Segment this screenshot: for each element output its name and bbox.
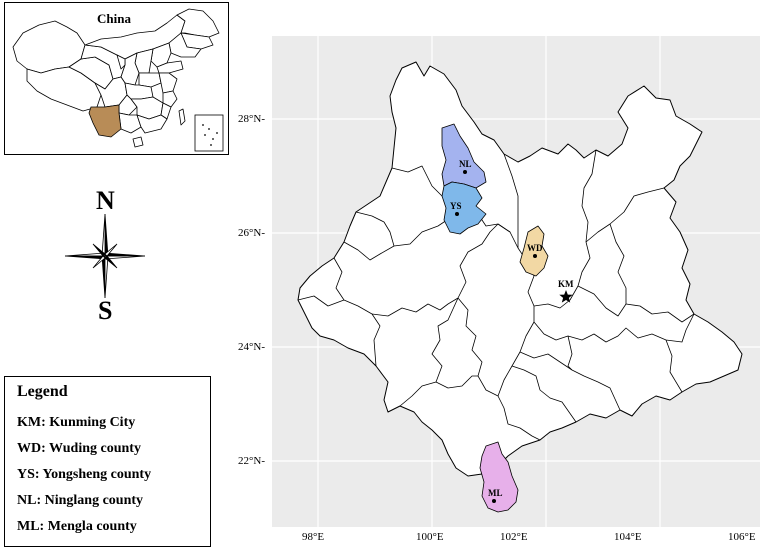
province-shape: [116, 54, 126, 70]
label-wd: WD: [527, 243, 543, 253]
legend-box: Legend KM: Kunming City WD: Wuding count…: [4, 376, 211, 547]
lat-label-28: 28°N-: [238, 113, 266, 125]
prefecture-boundaries: [297, 149, 695, 441]
ninglang-point: [463, 170, 467, 174]
label-ml: ML: [488, 488, 503, 498]
lon-label-98: 98°E: [302, 531, 325, 543]
lon-label-104: 104°E: [614, 531, 642, 543]
legend-item-ys: YS: Yongsheng county: [17, 467, 152, 482]
legend-title: Legend: [17, 383, 68, 400]
yunnan-map: NL YS WD KM ML: [272, 36, 760, 527]
legend-item-nl: NL: Ninglang county: [17, 493, 144, 508]
province-shape: [26, 66, 102, 112]
province-shape: [162, 90, 178, 108]
lat-label-24: 24°N-: [238, 341, 266, 353]
compass-star-icon: [64, 214, 146, 298]
wuding-point: [533, 254, 537, 258]
lon-label-106: 106°E: [728, 531, 756, 543]
province-shape: [158, 72, 178, 94]
legend-item-wd: WD: Wuding county: [17, 441, 141, 456]
legend-item-ml: ML: Mengla county: [17, 519, 137, 534]
south-label: S: [98, 296, 113, 325]
lon-label-100: 100°E: [416, 531, 444, 543]
yunnan-highlight: [88, 104, 122, 138]
kunming-star-icon: [559, 290, 573, 303]
china-outline: [12, 8, 224, 152]
compass-rose: N S: [60, 186, 150, 326]
legend-item-km: KM: Kunming City: [17, 415, 136, 430]
mengla-county-region: [479, 441, 519, 513]
label-km: KM: [558, 279, 574, 289]
label-nl: NL: [459, 159, 472, 169]
lat-label-26: 26°N-: [238, 227, 266, 239]
province-shape: [138, 72, 162, 88]
wuding-county-region: [519, 225, 549, 277]
china-inset-map: China: [4, 2, 229, 155]
label-ys: YS: [450, 201, 462, 211]
lat-label-22: 22°N-: [238, 455, 266, 467]
province-shape: [168, 32, 202, 58]
lon-label-102: 102°E: [500, 531, 528, 543]
north-label: N: [96, 186, 115, 215]
mengla-point: [492, 499, 496, 503]
yongsheng-county-region: [441, 181, 487, 235]
south-china-sea-box: [194, 114, 224, 152]
yunnan-map-panel: NL YS WD KM ML: [272, 36, 760, 527]
inset-title: China: [97, 11, 131, 26]
yunnan-outline: [297, 61, 743, 477]
province-shape: [132, 136, 144, 148]
province-shape: [136, 114, 168, 134]
yongsheng-point: [455, 212, 459, 216]
province-shape: [178, 108, 186, 126]
